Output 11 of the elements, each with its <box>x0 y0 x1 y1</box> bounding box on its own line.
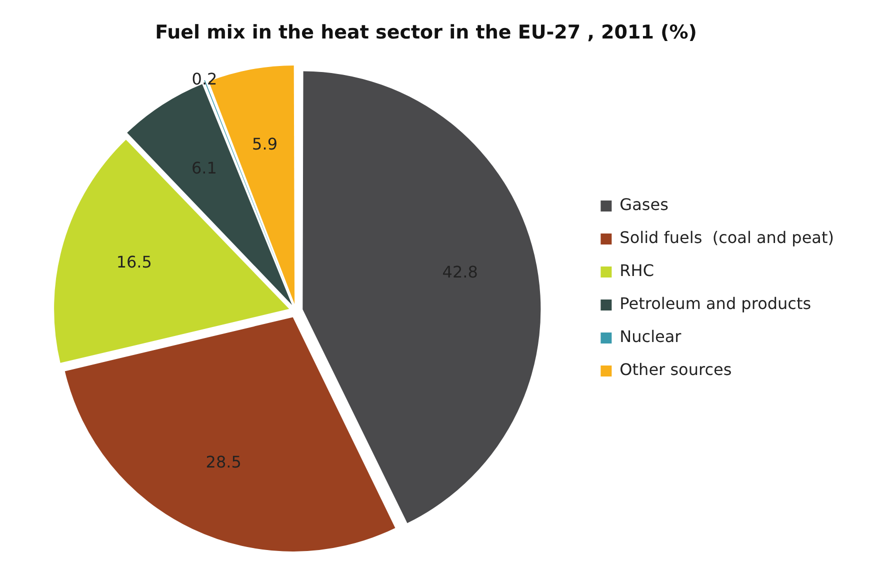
legend-label: Petroleum and products <box>620 294 812 314</box>
data-label: 28.5 <box>206 452 242 472</box>
chart-title: Fuel mix in the heat sector in the EU-27 , 2011 (%) <box>155 21 697 44</box>
legend-label: Other sources <box>620 360 732 380</box>
legend-label: RHC <box>620 261 654 280</box>
legend-label: Solid fuels (coal and peat) <box>620 228 834 248</box>
legend-label: Gases <box>620 195 668 214</box>
data-label: 5.9 <box>252 134 278 154</box>
legend-label: Nuclear <box>620 327 682 346</box>
data-label: 16.5 <box>116 252 152 272</box>
data-label: 0.2 <box>192 69 218 88</box>
